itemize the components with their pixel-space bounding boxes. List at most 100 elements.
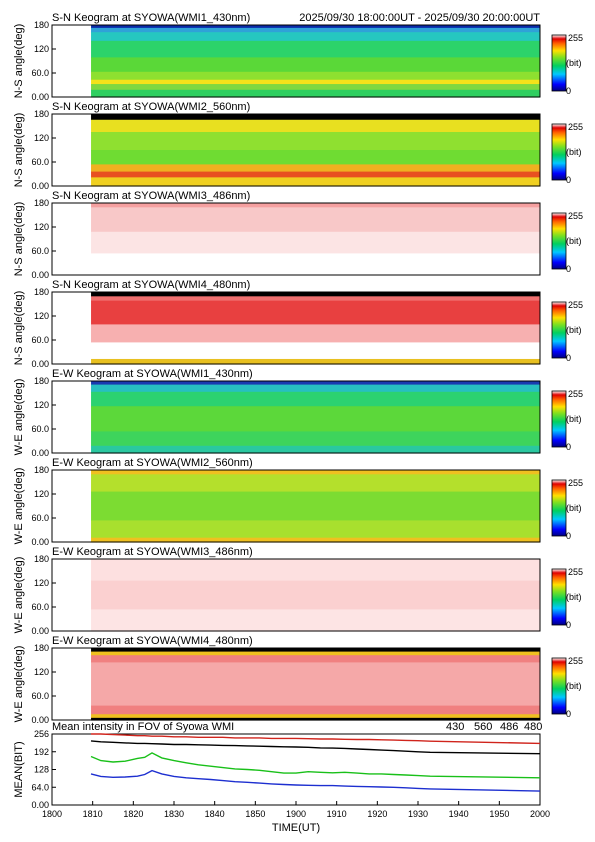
y-tick-label: 60.0 <box>31 602 49 612</box>
x-tick-label: 1820 <box>123 809 143 819</box>
band-2 <box>91 301 540 325</box>
y-tick-label: 0.00 <box>31 537 49 547</box>
colorbar <box>552 391 566 447</box>
y-tick-label: 180 <box>34 287 49 297</box>
panel-title: S-N Keogram at SYOWA(WMI4_480nm) <box>52 279 250 291</box>
colorbar-min-label: 0 <box>566 264 571 274</box>
y-tick-label: 0.00 <box>31 715 49 725</box>
band-0 <box>91 203 540 208</box>
y-axis-label: W-E angle(deg) <box>13 557 25 634</box>
colorbar-max-label: 255 <box>568 567 583 577</box>
panel-title: E-W Keogram at SYOWA(WMI4_480nm) <box>52 635 253 647</box>
band-2 <box>91 32 540 41</box>
band-5 <box>91 446 540 454</box>
y-tick-label: 60.0 <box>31 335 49 345</box>
colorbar-unit-label: (bit) <box>566 681 582 691</box>
time-range-label: 2025/09/30 18:00:00UT - 2025/09/30 20:00… <box>299 12 540 24</box>
band-3 <box>91 406 540 432</box>
x-tick-label: 1900 <box>286 809 306 819</box>
y-tick-label: 60.0 <box>31 246 49 256</box>
band-2 <box>91 609 540 631</box>
keogram-panel-7: E-W Keogram at SYOWA(WMI3_486nm)18012060… <box>13 546 583 636</box>
y-tick-label: 180 <box>34 109 49 119</box>
y-tick-label: 0.00 <box>31 448 49 458</box>
x-tick-label: 1940 <box>449 809 469 819</box>
band-5 <box>91 714 540 718</box>
panel-title: S-N Keogram at SYOWA(WMI3_486nm) <box>52 190 250 202</box>
y-tick-label: 0.00 <box>31 359 49 369</box>
colorbar-unit-label: (bit) <box>566 236 582 246</box>
y-tick-label: 120 <box>34 311 49 321</box>
x-tick-label: 1930 <box>408 809 428 819</box>
legend-560: 560 <box>474 721 492 733</box>
colorbar-max-label: 255 <box>568 478 583 488</box>
band-4 <box>91 342 540 359</box>
y-tick-label: 120 <box>34 667 49 677</box>
colorbar-min-label: 0 <box>566 531 571 541</box>
panel-title: E-W Keogram at SYOWA(WMI1_430nm) <box>52 368 253 380</box>
colorbar-max-label: 255 <box>568 389 583 399</box>
y-tick-label: 120 <box>34 133 49 143</box>
band-0 <box>91 292 540 297</box>
lineplot-title: Mean intensity in FOV of Syowa WMI <box>52 721 234 733</box>
y-axis-label: W-E angle(deg) <box>13 468 25 545</box>
band-3 <box>91 253 540 275</box>
y-tick-label: 120 <box>34 222 49 232</box>
band-1 <box>91 120 540 133</box>
lineplot-y-label: MEAN(BIT) <box>13 741 25 797</box>
band-3 <box>91 150 540 165</box>
y-tick-label: 64.0 <box>31 782 49 792</box>
x-tick-label: 1810 <box>83 809 103 819</box>
band-0 <box>91 470 540 475</box>
band-2 <box>91 132 540 151</box>
band-5 <box>91 72 540 81</box>
colorbar-min-label: 0 <box>566 86 571 96</box>
y-tick-label: 60.0 <box>31 691 49 701</box>
lineplot-x-label: TIME(UT) <box>272 822 320 834</box>
colorbar-unit-label: (bit) <box>566 147 582 157</box>
x-tick-label: 1830 <box>164 809 184 819</box>
x-tick-label: 1920 <box>367 809 387 819</box>
panel-title: S-N Keogram at SYOWA(WMI1_430nm) <box>52 12 250 24</box>
band-1 <box>91 296 540 301</box>
band-0 <box>91 648 540 652</box>
y-tick-label: 192 <box>34 747 49 757</box>
band-4 <box>91 57 540 72</box>
colorbar <box>552 124 566 180</box>
legend-480: 480 <box>524 721 542 733</box>
panel-title: E-W Keogram at SYOWA(WMI2_560nm) <box>52 457 253 469</box>
y-tick-label: 0.00 <box>31 626 49 636</box>
y-tick-label: 120 <box>34 44 49 54</box>
y-tick-label: 60.0 <box>31 68 49 78</box>
band-1 <box>91 652 540 656</box>
colorbar-max-label: 255 <box>568 33 583 43</box>
band-0 <box>91 381 540 385</box>
panel-title: E-W Keogram at SYOWA(WMI3_486nm) <box>52 546 253 558</box>
panel-title: S-N Keogram at SYOWA(WMI2_560nm) <box>52 101 250 113</box>
colorbar-min-label: 0 <box>566 442 571 452</box>
band-3 <box>91 662 540 706</box>
y-tick-label: 0.00 <box>31 181 49 191</box>
y-axis-label: N-S angle(deg) <box>13 291 25 366</box>
x-tick-label: 1910 <box>327 809 347 819</box>
band-1 <box>91 28 540 33</box>
colorbar <box>552 658 566 714</box>
y-axis-label: W-E angle(deg) <box>13 379 25 456</box>
colorbar-min-label: 0 <box>566 620 571 630</box>
band-3 <box>91 324 540 343</box>
keogram-panel-8: E-W Keogram at SYOWA(WMI4_480nm)18012060… <box>13 635 583 725</box>
keogram-panel-3: S-N Keogram at SYOWA(WMI3_486nm)18012060… <box>13 190 583 280</box>
y-tick-label: 120 <box>34 489 49 499</box>
band-2 <box>91 492 540 521</box>
band-5 <box>91 172 540 178</box>
y-tick-label: 128 <box>34 765 49 775</box>
band-1 <box>91 207 540 232</box>
y-tick-label: 120 <box>34 400 49 410</box>
colorbar <box>552 213 566 269</box>
y-axis-label: W-E angle(deg) <box>13 646 25 723</box>
band-3 <box>91 520 540 538</box>
colorbar <box>552 302 566 358</box>
y-tick-label: 256 <box>34 729 49 739</box>
y-tick-label: 60.0 <box>31 513 49 523</box>
keogram-panel-5: E-W Keogram at SYOWA(WMI1_430nm)18012060… <box>13 368 583 458</box>
